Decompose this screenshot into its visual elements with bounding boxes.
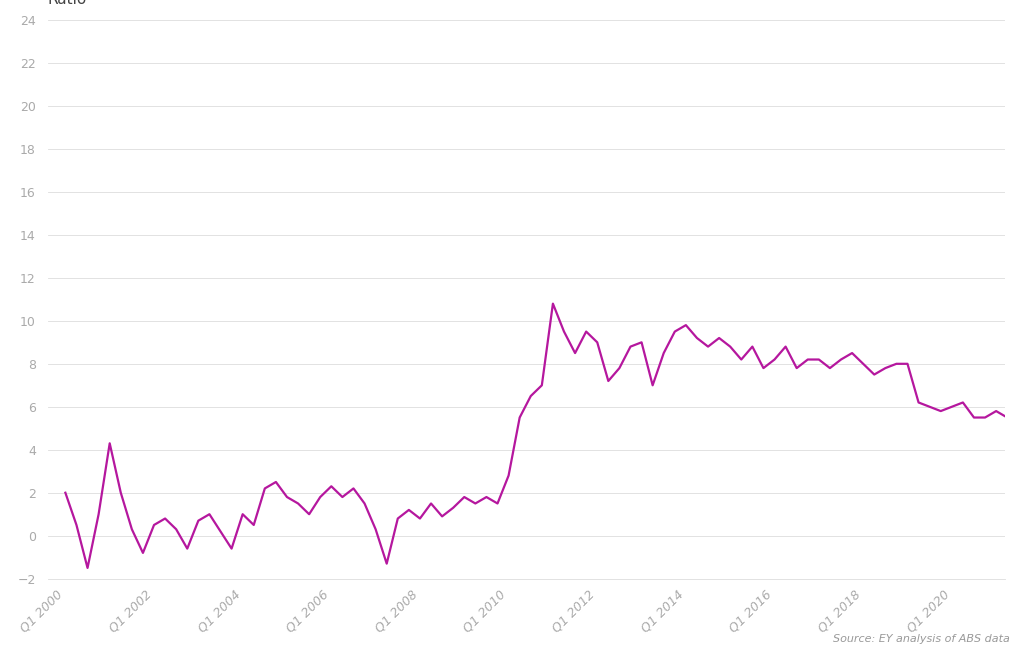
Text: Source: EY analysis of ABS data: Source: EY analysis of ABS data [833, 634, 1009, 644]
Text: Ratio: Ratio [48, 0, 87, 7]
